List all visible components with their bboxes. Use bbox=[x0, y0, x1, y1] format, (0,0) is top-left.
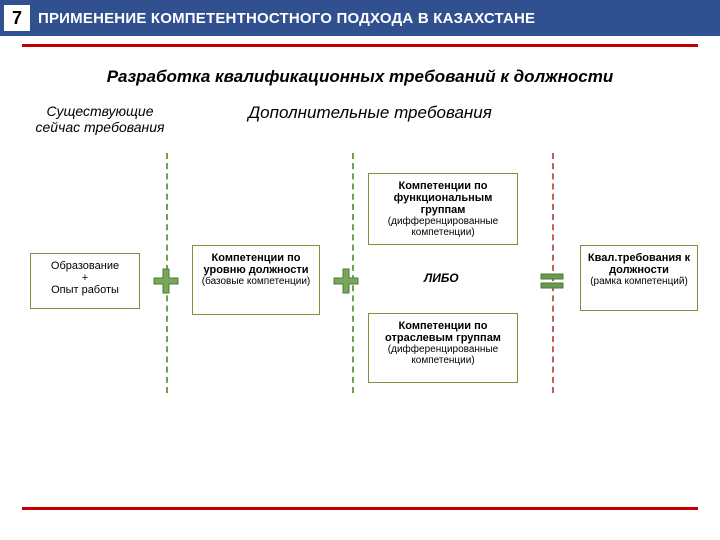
box-sector: Компетенции по отраслевым группам (диффе… bbox=[368, 313, 518, 383]
box-result-sub: (рамка компетенций) bbox=[585, 276, 693, 287]
slide-number: 7 bbox=[4, 5, 30, 31]
box-functional: Компетенции по функциональным группам (д… bbox=[368, 173, 518, 245]
subtitle: Разработка квалификационных требований к… bbox=[0, 67, 720, 87]
box-result-title: Квал.требования к должности bbox=[588, 252, 690, 276]
box-edu-l3: Опыт работы bbox=[35, 284, 135, 296]
box-level-title: Компетенции по уровню должности bbox=[204, 252, 309, 276]
plus-icon-2 bbox=[332, 267, 360, 295]
divider-top bbox=[22, 44, 698, 47]
section-labels: Существующие сейчас требования Дополните… bbox=[0, 103, 720, 135]
plus-icon-1 bbox=[152, 267, 180, 295]
box-result: Квал.требования к должности (рамка компе… bbox=[580, 245, 698, 311]
box-level: Компетенции по уровню должности (базовые… bbox=[192, 245, 320, 315]
box-func-sub: (дифференцированные компетенции) bbox=[373, 216, 513, 238]
box-education: Образование + Опыт работы bbox=[30, 253, 140, 309]
box-sector-title: Компетенции по отраслевым группам bbox=[385, 320, 501, 344]
diagram: Образование + Опыт работы Компетенции по… bbox=[0, 153, 720, 413]
equals-icon bbox=[538, 267, 566, 295]
label-additional: Дополнительные требования bbox=[170, 103, 690, 135]
divider-bottom bbox=[22, 507, 698, 510]
box-edu-l2: + bbox=[35, 272, 135, 284]
header-bar: 7 ПРИМЕНЕНИЕ КОМПЕТЕНТНОСТНОГО ПОДХОДА В… bbox=[0, 0, 720, 36]
box-level-sub: (базовые компетенции) bbox=[197, 276, 315, 287]
box-func-title: Компетенции по функциональным группам bbox=[394, 180, 493, 216]
libo-label: ЛИБО bbox=[424, 271, 459, 285]
box-sector-sub: (дифференцированные компетенции) bbox=[373, 344, 513, 366]
slide-title: ПРИМЕНЕНИЕ КОМПЕТЕНТНОСТНОГО ПОДХОДА В К… bbox=[38, 10, 535, 27]
label-existing: Существующие сейчас требования bbox=[30, 103, 170, 135]
box-edu-l1: Образование bbox=[35, 260, 135, 272]
